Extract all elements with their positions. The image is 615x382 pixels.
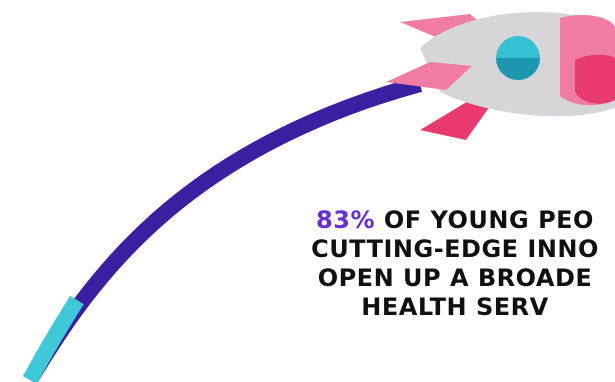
caption-line-3: OPEN UP A BROADE: [317, 264, 593, 292]
statistic-caption: 83% OF YOUNG PEO CUTTING-EDGE INNO OPEN …: [220, 206, 615, 322]
caption-line-4: HEALTH SERV: [361, 293, 549, 321]
rocket-trail-tip: [22, 295, 84, 382]
caption-line-2: CUTTING-EDGE INNO: [311, 235, 599, 263]
stat-percentage: 83%: [316, 206, 375, 234]
rocket-icon: [386, 11, 615, 140]
caption-line-1: 83% OF YOUNG PEO: [316, 206, 594, 234]
